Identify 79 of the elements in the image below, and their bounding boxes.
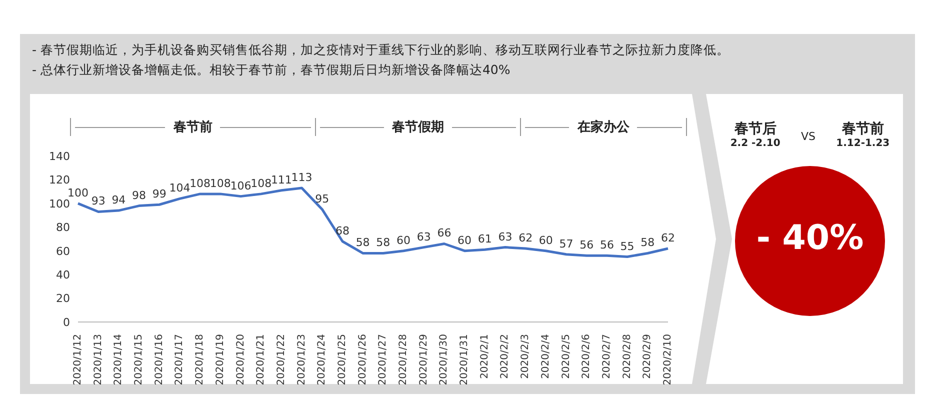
data-label: 95 <box>315 192 330 206</box>
y-tick-label: 120 <box>49 174 70 187</box>
y-tick-label: 60 <box>56 244 70 258</box>
x-tick-label: 2020/1/21 <box>256 334 267 386</box>
data-label: 62 <box>661 231 675 244</box>
x-tick-label: 2020/1/29 <box>418 334 430 386</box>
text: - 40% <box>755 218 865 258</box>
x-tick-label: 2020/2/9 <box>642 334 654 379</box>
x-tick-label: 2020/1/13 <box>92 334 104 386</box>
x-tick-label: 2020/2/10 <box>662 334 674 386</box>
x-tick-label: 2020/1/18 <box>194 334 206 386</box>
data-label: 58 <box>640 236 655 250</box>
data-label: 66 <box>437 226 452 240</box>
x-tick-label: 2020/2/7 <box>601 334 612 379</box>
data-label: 111 <box>270 173 292 186</box>
x-tick-label: 2020/2/2 <box>500 334 511 379</box>
x-tick-label: 2020/1/30 <box>438 334 450 386</box>
x-tick-label: 2020/1/14 <box>113 334 124 386</box>
x-tick-label: 2020/1/15 <box>134 334 145 386</box>
x-tick-label: 2020/2/1 <box>479 334 490 379</box>
text: VS <box>800 130 816 143</box>
data-label: 57 <box>559 237 574 250</box>
x-tick-label: 2020/2/6 <box>581 334 592 379</box>
data-label: 108 <box>190 176 211 190</box>
text: 春节前 <box>840 120 885 138</box>
data-label: 61 <box>478 232 492 246</box>
text: - 春节假期临近，为手机设备购买销售低谷期，加之疫情对于重线下行业的影响、移动互联网行业春节之际拉新力度降低。 <box>32 41 730 59</box>
x-tick-label: 2020/2/5 <box>560 334 572 379</box>
x-tick-label: 2020/1/24 <box>316 334 328 386</box>
data-label: 58 <box>376 236 390 250</box>
x-tick-label: 2020/1/28 <box>398 334 410 386</box>
x-tick-label: 2020/1/16 <box>154 334 165 386</box>
y-tick-label: 0 <box>63 316 70 329</box>
data-label: 63 <box>498 230 512 244</box>
data-label: 108 <box>210 176 231 190</box>
y-tick-label: 40 <box>56 268 70 282</box>
text: 春节前 <box>173 119 212 136</box>
x-tick-label: 2020/1/23 <box>296 334 308 386</box>
data-label: 60 <box>396 234 411 247</box>
x-tick-label: 2020/1/20 <box>235 334 246 386</box>
data-label: 104 <box>169 182 190 195</box>
y-tick-label: 140 <box>49 150 70 163</box>
data-label: 62 <box>518 231 533 244</box>
x-tick-label: 2020/1/17 <box>174 334 186 386</box>
x-tick-label: 2020/2/4 <box>540 334 552 379</box>
data-label: 60 <box>538 234 553 247</box>
x-tick-label: 2020/1/27 <box>378 334 389 386</box>
text: 2.2 -2.10 <box>730 138 780 149</box>
y-tick-label: 20 <box>56 292 70 306</box>
data-label: 55 <box>620 240 634 253</box>
x-tick-label: 2020/1/25 <box>336 334 348 386</box>
data-label: 63 <box>416 230 431 244</box>
data-label: 99 <box>152 188 166 201</box>
x-tick-label: 2020/1/26 <box>357 334 368 386</box>
data-label: 113 <box>291 171 312 184</box>
x-tick-label: 2020/1/31 <box>459 334 470 386</box>
text: 在家办公 <box>577 118 630 136</box>
x-tick-label: 2020/2/8 <box>622 334 633 379</box>
y-tick-label: 100 <box>49 197 70 210</box>
data-label: 68 <box>335 224 350 238</box>
data-label: 108 <box>250 176 272 190</box>
x-tick-label: 2020/1/12 <box>72 334 84 386</box>
data-label: 60 <box>458 234 472 247</box>
x-tick-label: 2020/2/3 <box>520 334 532 379</box>
x-tick-label: 2020/1/22 <box>276 334 287 386</box>
data-label: 93 <box>91 194 106 208</box>
data-label: 100 <box>68 186 88 200</box>
text: - 总体行业新增设备增幅走低。相较于春节前，春节假期后日均新增设备降幅达40% <box>32 61 512 79</box>
data-label: 94 <box>112 194 126 207</box>
data-label: 106 <box>230 179 252 192</box>
y-tick-label: 80 <box>56 221 70 234</box>
data-label: 58 <box>356 236 370 250</box>
text: 春节后 <box>733 120 778 138</box>
data-label: 56 <box>580 238 594 252</box>
text: 春节假期 <box>392 119 444 136</box>
text: 1.12-1.23 <box>836 138 890 149</box>
data-label: 98 <box>132 188 146 202</box>
x-tick-label: 2020/1/19 <box>214 334 226 386</box>
data-label: 56 <box>600 238 614 252</box>
